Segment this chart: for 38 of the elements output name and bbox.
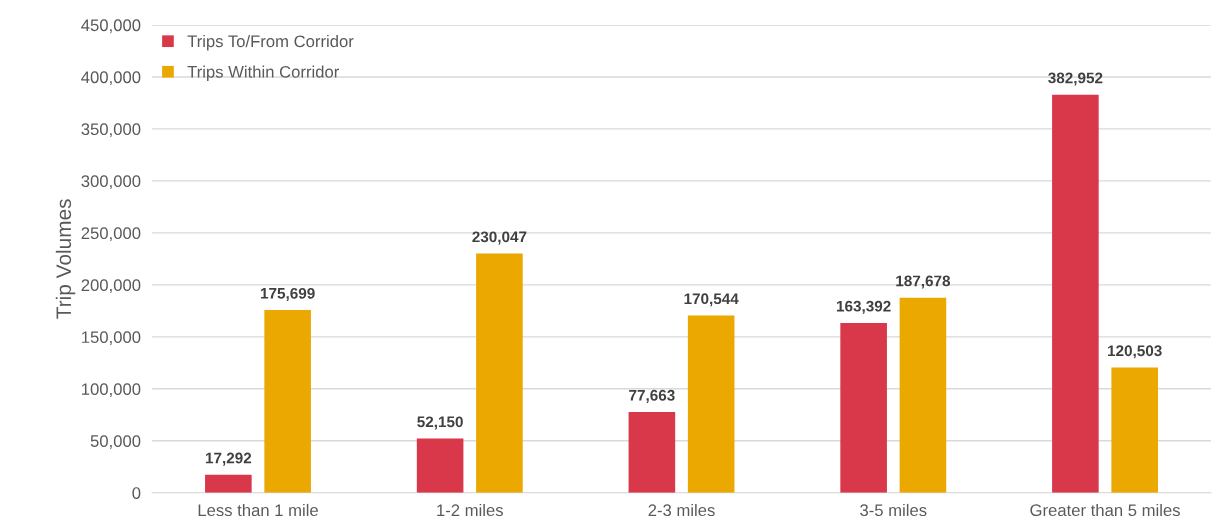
y-tick-label: 50,000 [90,435,141,449]
x-tick-label: 3-5 miles [860,503,927,517]
bar [416,438,464,493]
bar [687,315,735,493]
x-tick-label: Less than 1 mile [198,503,318,517]
y-tick-label: 200,000 [81,279,141,294]
data-label: 175,699 [261,287,315,301]
y-tick-label: 250,000 [81,227,141,242]
y-tick-label: 300,000 [81,175,141,190]
bar [628,412,676,493]
bar [1052,94,1099,493]
bar [840,322,887,493]
data-label: 77,663 [629,389,675,403]
data-label: 163,392 [836,300,891,314]
bar [264,310,311,493]
y-tick-label: 450,000 [81,19,141,34]
legend-label: Trips Within Corridor [187,65,340,82]
data-label: 382,952 [1048,72,1103,86]
data-label: 187,678 [896,275,951,289]
data-label: 52,150 [417,416,463,430]
x-tick-label: 1-2 miles [437,503,503,517]
bar [476,253,523,493]
data-label: 120,503 [1108,345,1162,359]
y-tick-label: 100,000 [82,383,141,397]
legend-label: Trips To/From Corridor [187,34,354,51]
y-tick-label: 0 [132,487,141,499]
data-label: 170,544 [684,293,739,307]
bar [899,297,947,493]
y-tick-label: 350,000 [81,123,141,138]
bar [1111,367,1158,493]
x-tick-label: Greater than 5 miles [1030,503,1180,517]
x-tick-label: 2-3 miles [648,503,715,517]
bar [205,474,252,493]
y-tick-label: 400,000 [81,71,141,86]
data-label: 17,292 [205,452,252,466]
y-tick-label: 150,000 [82,331,141,345]
data-label: 230,047 [472,231,527,245]
y-axis-title: Trip Volumes [55,199,76,319]
